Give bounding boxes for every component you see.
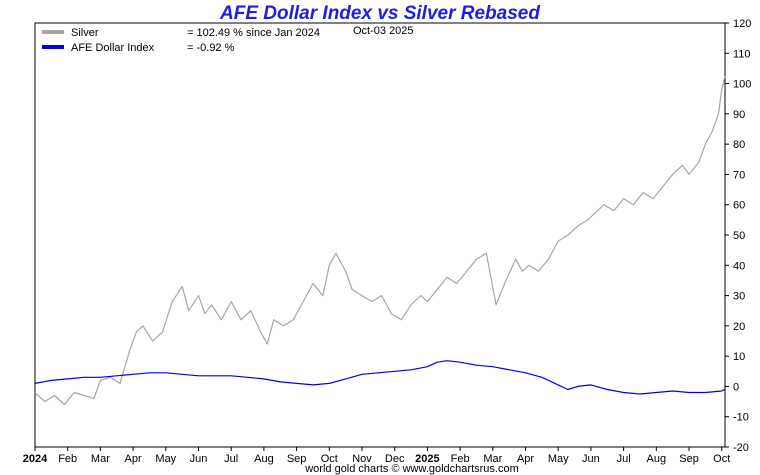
chart-title: AFE Dollar Index vs Silver Rebased [219,3,540,24]
date-label: Oct-03 2025 [353,25,414,37]
legend-value-silver: = 102.49 % since Jan 2024 [187,27,320,39]
x-tick-label: Apr [125,453,142,465]
y-tick-label: 70 [733,169,745,181]
x-tick-label: May [155,453,176,465]
x-tick-label: Oct [713,453,730,465]
y-tick-label: 40 [733,260,745,272]
x-tick-label: Feb [58,453,77,465]
legend-label-afe-dollar-index: AFE Dollar Index [71,42,155,54]
legend-label-silver: Silver [71,27,99,39]
x-tick-label: Oct [321,453,338,465]
y-tick-label: 30 [733,291,745,303]
x-tick-label: 2024 [23,453,48,465]
x-tick-label: Aug [647,453,667,465]
y-tick-label: 110 [733,48,751,60]
y-tick-label: 120 [733,18,751,30]
y-tick-label: 10 [733,351,745,363]
footer-credit: world gold charts © www.goldchartsrus.co… [304,463,519,475]
y-tick-label: -20 [733,442,749,454]
x-tick-label: Dec [385,453,405,465]
x-tick-label: Mar [483,453,502,465]
y-tick-label: 90 [733,109,745,121]
x-tick-label: Jun [582,453,600,465]
plot-area [34,22,726,448]
x-tick-label: Jul [617,453,631,465]
x-tick-label: Mar [91,453,110,465]
x-tick-label: Sep [287,453,307,465]
y-tick-label: -10 [733,412,749,424]
y-axis: -20 -10 0 10 20 30 40 50 60 70 80 90 100 110 120 [725,18,751,454]
y-tick-label: 100 [733,79,751,91]
x-axis: 2024 Feb Mar Apr May Jun Jul Aug Sep Oct Nov Dec 202… [23,447,730,465]
legend-swatch-silver [42,30,64,34]
x-tick-label: Jun [190,453,208,465]
y-tick-label: 60 [733,200,745,212]
y-tick-label: 0 [733,381,739,393]
x-tick-label: Nov [352,453,372,465]
series-layer [34,75,726,406]
legend-swatch-afe-dollar-index [42,45,64,49]
legend-value-afe-dollar-index: = -0.92 % [187,42,235,54]
y-tick-label: 50 [733,230,745,242]
legend: Silver = 102.49 % since Jan 2024 AFE Dol… [42,25,414,54]
x-tick-label: 2025 [415,453,439,465]
y-tick-label: 80 [733,139,745,151]
x-tick-label: Feb [451,453,470,465]
x-tick-label: Apr [517,453,534,465]
x-tick-label: Sep [679,453,699,465]
series-line-silver [34,75,726,406]
series-line-afe-dollar-index [34,360,726,395]
y-tick-label: 20 [733,321,745,333]
x-tick-label: May [548,453,569,465]
x-tick-label: Aug [254,453,274,465]
x-tick-label: Jul [224,453,238,465]
